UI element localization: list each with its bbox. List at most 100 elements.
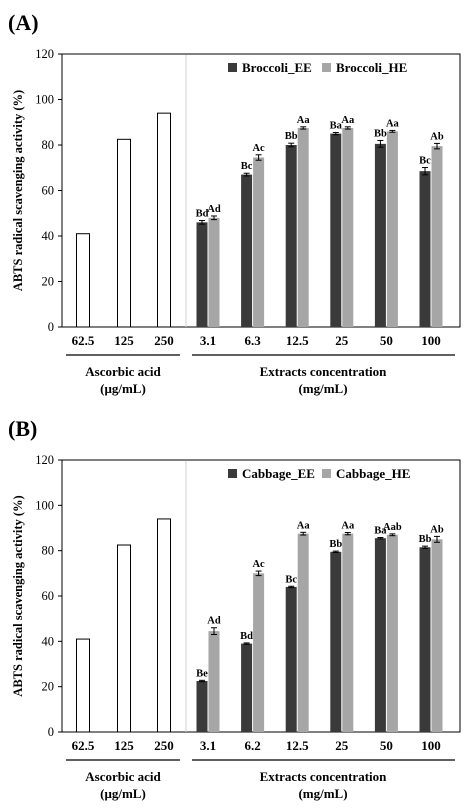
legend-entry: Cabbage_EE xyxy=(242,466,315,481)
reference-group-label: Ascorbic acid xyxy=(85,364,161,379)
significance-label: Aa xyxy=(297,520,311,531)
bar-broccoli-ee xyxy=(419,171,431,327)
x-tick-label: 125 xyxy=(114,333,134,348)
bar-broccoli-he xyxy=(297,127,309,327)
ascorbic-acid-bar xyxy=(117,138,131,328)
significance-label: Bb xyxy=(285,131,298,142)
bar-broccoli-ee xyxy=(285,145,297,327)
x-tick-label: 25 xyxy=(335,333,349,348)
y-tick-label: 80 xyxy=(42,544,55,558)
chart-panel-b: (B) 0 20 40 60 80 100 120 ABTS radical scavengin… xyxy=(8,416,461,801)
y-tick-label: 60 xyxy=(42,184,55,198)
y-tick-label: 60 xyxy=(42,589,55,603)
significance-label: Aa xyxy=(341,115,355,126)
significance-label: Ab xyxy=(430,131,444,142)
x-tick-label: 100 xyxy=(421,738,441,753)
significance-label: Bc xyxy=(241,161,253,172)
significance-label: Aa xyxy=(341,521,355,532)
y-axis-label: ABTS radical scavenging activity (%) xyxy=(11,90,25,291)
legend-entry: Broccoli_EE xyxy=(242,60,312,75)
bar-cabbage-ee xyxy=(285,586,297,732)
panel-label: (B) xyxy=(8,416,37,441)
bar-broccoli-he xyxy=(431,146,443,327)
reference-group-unit: (μg/mL) xyxy=(100,786,146,801)
significance-label: Aa xyxy=(386,118,400,129)
x-tick-label: 250 xyxy=(154,333,174,348)
y-axis-label: ABTS radical scavenging activity (%) xyxy=(11,495,25,696)
reference-group-label: Ascorbic acid xyxy=(85,769,161,784)
extract-group-label: Extracts concentration xyxy=(260,364,387,379)
bar-cabbage-he xyxy=(253,573,265,732)
bar-cabbage-he xyxy=(342,533,354,732)
ascorbic-acid-bar xyxy=(157,112,171,328)
significance-label: Bc xyxy=(419,156,431,167)
bar-broccoli-he xyxy=(253,157,265,327)
bar-cabbage-ee xyxy=(374,538,386,732)
legend-entry: Cabbage_HE xyxy=(336,466,410,481)
bar-broccoli-ee xyxy=(196,222,208,327)
significance-label: Ac xyxy=(252,559,265,570)
x-tick-label: 250 xyxy=(154,738,174,753)
bar-broccoli-he xyxy=(342,127,354,327)
significance-label: Aab xyxy=(383,522,402,533)
ascorbic-acid-bar xyxy=(117,544,131,733)
significance-label: Bd xyxy=(196,209,209,220)
significance-label: Bd xyxy=(240,631,253,642)
significance-label: Be xyxy=(196,668,208,679)
y-tick-label: 40 xyxy=(42,229,55,243)
legend-swatch xyxy=(228,469,237,478)
x-tick-label: 62.5 xyxy=(72,738,95,753)
bar-cabbage-he xyxy=(208,631,220,732)
bar-broccoli-he xyxy=(208,217,220,327)
ascorbic-acid-bar xyxy=(157,518,171,733)
x-tick-label: 50 xyxy=(380,333,393,348)
bar-broccoli-ee xyxy=(330,133,342,327)
y-tick-label: 0 xyxy=(48,725,54,739)
x-tick-label: 3.1 xyxy=(200,738,216,753)
legend-entry: Broccoli_HE xyxy=(336,60,407,75)
reference-group-unit: (μg/mL) xyxy=(100,381,146,396)
bar-cabbage-he xyxy=(297,533,309,732)
significance-label: Ac xyxy=(252,143,265,154)
significance-label: Ad xyxy=(207,204,221,215)
ascorbic-acid-bar xyxy=(76,638,90,733)
chart-panel-a: (A) 0 20 40 60 80 100 120 ABTS radical scavengin… xyxy=(8,10,461,396)
y-tick-label: 120 xyxy=(35,47,54,61)
x-tick-label: 12.5 xyxy=(286,738,309,753)
significance-label: Bb xyxy=(329,539,342,550)
y-tick-label: 100 xyxy=(35,498,54,512)
x-tick-label: 62.5 xyxy=(72,333,95,348)
y-tick-label: 120 xyxy=(35,453,54,467)
x-tick-label: 6.2 xyxy=(244,738,260,753)
bar-broccoli-ee xyxy=(241,174,253,327)
y-tick-label: 100 xyxy=(35,93,54,107)
bar-cabbage-ee xyxy=(419,547,431,732)
extract-group-unit: (mg/mL) xyxy=(298,786,347,801)
bar-cabbage-he xyxy=(431,539,443,732)
x-tick-label: 25 xyxy=(335,738,349,753)
significance-label: Bc xyxy=(285,574,297,585)
extract-group-label: Extracts concentration xyxy=(260,769,387,784)
y-tick-label: 20 xyxy=(42,680,55,694)
significance-label: Bb xyxy=(419,534,432,545)
legend-swatch xyxy=(322,469,331,478)
legend-swatch xyxy=(228,63,237,72)
significance-label: Ba xyxy=(330,120,343,131)
legend-swatch xyxy=(322,63,331,72)
x-tick-label: 12.5 xyxy=(286,333,309,348)
bar-cabbage-he xyxy=(386,534,398,732)
bar-broccoli-he xyxy=(386,131,398,327)
significance-label: Ab xyxy=(430,524,444,535)
bar-broccoli-ee xyxy=(374,143,386,327)
y-tick-label: 40 xyxy=(42,634,55,648)
x-tick-label: 3.1 xyxy=(200,333,216,348)
bar-cabbage-ee xyxy=(196,681,208,732)
y-tick-label: 80 xyxy=(42,138,55,152)
bar-cabbage-ee xyxy=(330,551,342,732)
ascorbic-acid-bar xyxy=(76,233,90,328)
y-tick-label: 0 xyxy=(48,320,54,334)
bar-cabbage-ee xyxy=(241,643,253,732)
x-tick-label: 125 xyxy=(114,738,134,753)
x-tick-label: 100 xyxy=(421,333,441,348)
